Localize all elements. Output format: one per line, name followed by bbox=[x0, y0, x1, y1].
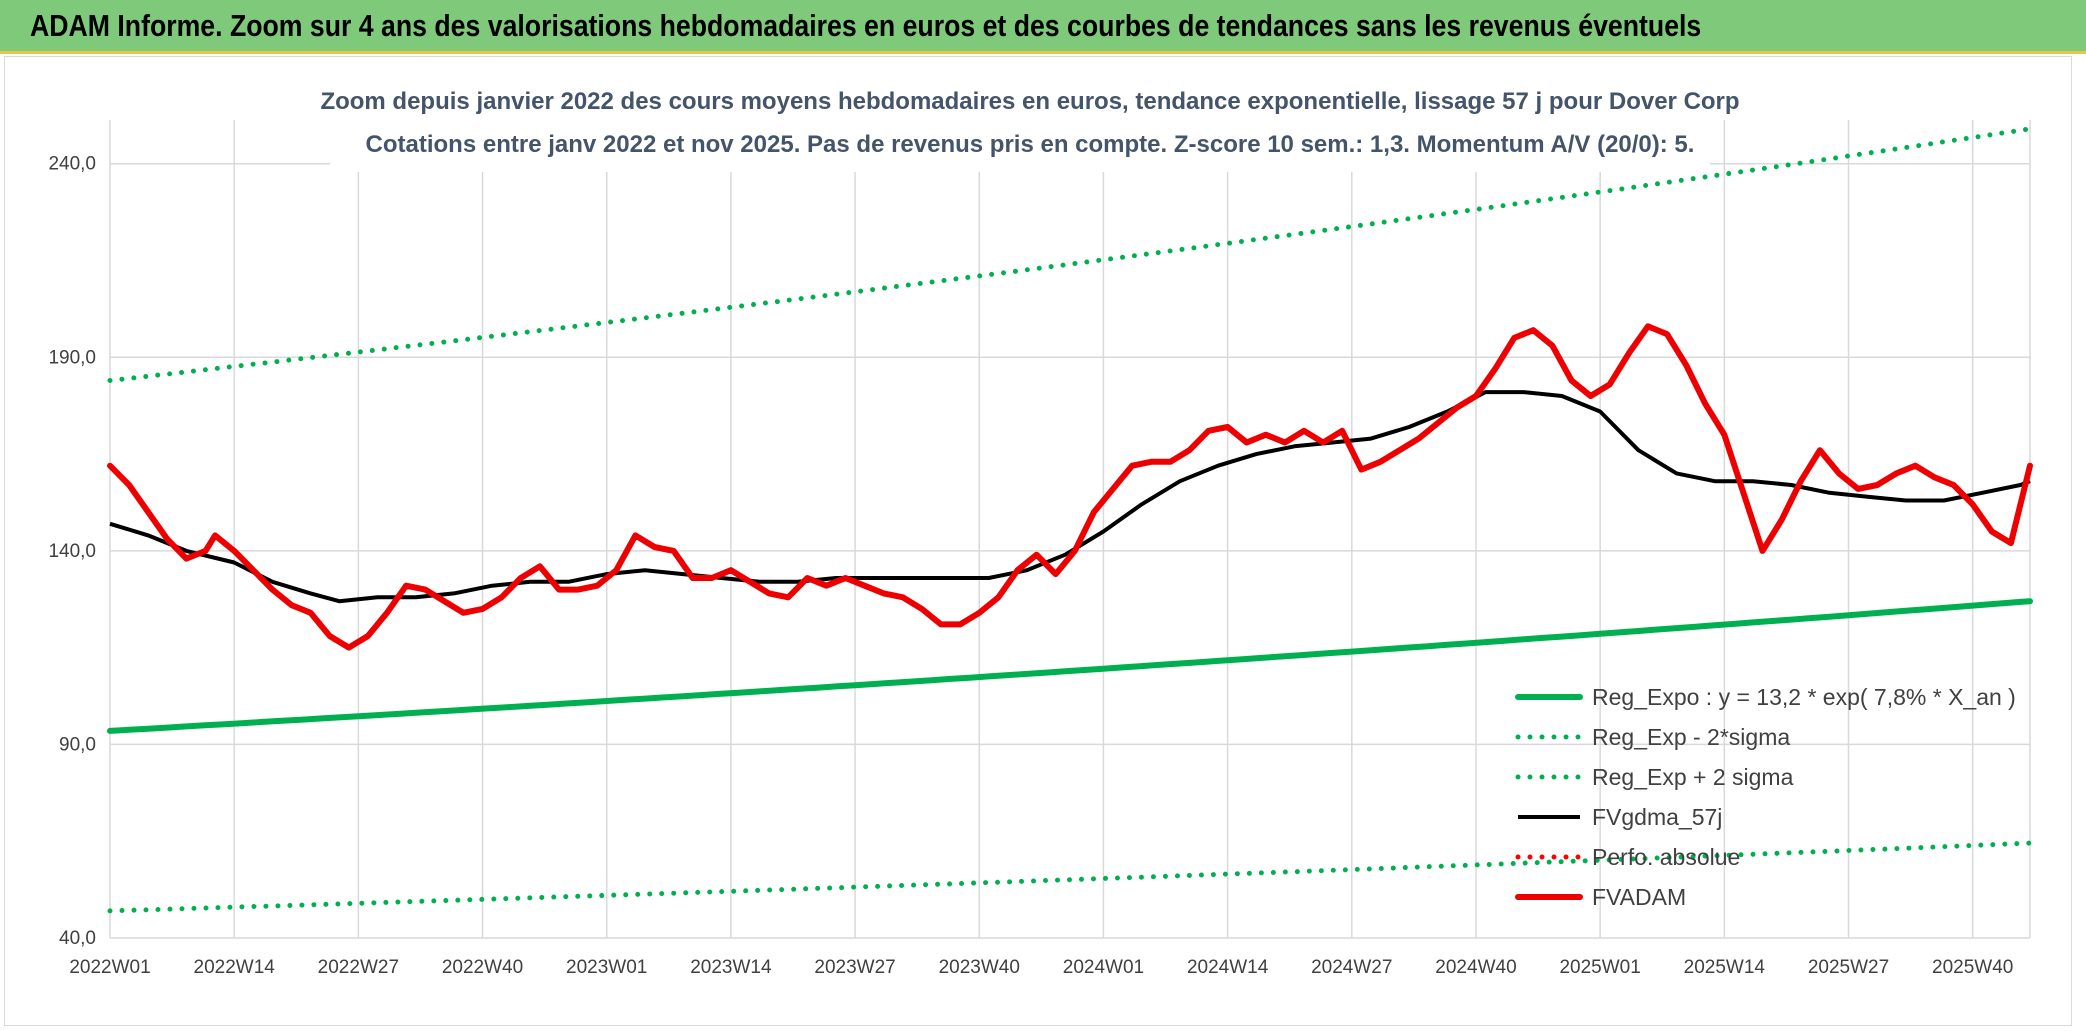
legend: Reg_Expo : y = 13,2 * exp( 7,8% * X_an )… bbox=[1515, 684, 2016, 910]
grid-layer bbox=[109, 120, 2031, 939]
title-background bbox=[330, 76, 1710, 172]
x-tick-label: 2024W40 bbox=[1435, 957, 1516, 978]
report-banner: ADAM Informe. Zoom sur 4 ans des valoris… bbox=[0, 0, 2086, 54]
chart-frame bbox=[4, 56, 2072, 1026]
y-tick-label: 40,0 bbox=[59, 928, 96, 949]
x-tick-label: 2023W01 bbox=[566, 957, 647, 978]
y-tick-label: 190,0 bbox=[48, 347, 96, 368]
chart-subtitle: Cotations entre janv 2022 et nov 2025. P… bbox=[366, 131, 1695, 158]
x-tick-label: 2024W27 bbox=[1311, 957, 1392, 978]
report-title: ADAM Informe. Zoom sur 4 ans des valoris… bbox=[30, 8, 1702, 43]
series-line-5 bbox=[107, 323, 2033, 651]
series-line-0 bbox=[107, 598, 2033, 734]
x-tick-label: 2025W14 bbox=[1684, 957, 1766, 978]
x-tick-label: 2022W27 bbox=[318, 957, 399, 978]
y-tick-label: 90,0 bbox=[59, 734, 96, 755]
chart-title: Zoom depuis janvier 2022 des cours moyen… bbox=[320, 88, 1739, 115]
y-axis-ticks: 40,0 90,0 140,0 190,0 240,0 bbox=[48, 154, 96, 949]
legend-label: Perfo. absolue bbox=[1592, 844, 1740, 870]
x-axis-ticks: 2022W01 2022W14 2022W27 2022W40 2023W01 2023W… bbox=[69, 957, 2013, 978]
x-tick-label: 2023W27 bbox=[814, 957, 895, 978]
x-tick-label: 2025W01 bbox=[1559, 957, 1640, 978]
legend-label: Reg_Exp + 2 sigma bbox=[1592, 764, 1794, 790]
x-tick-label: 2024W14 bbox=[1187, 957, 1269, 978]
x-tick-label: 2025W27 bbox=[1808, 957, 1889, 978]
series-line-1 bbox=[107, 840, 2033, 914]
x-tick-label: 2024W01 bbox=[1063, 957, 1144, 978]
x-tick-label: 2022W01 bbox=[69, 957, 150, 978]
legend-label: FVgdma_57j bbox=[1592, 804, 1722, 830]
legend-label: FVADAM bbox=[1592, 884, 1686, 910]
legend-label: Reg_Exp - 2*sigma bbox=[1592, 724, 1790, 750]
legend-label: Reg_Expo : y = 13,2 * exp( 7,8% * X_an ) bbox=[1592, 684, 2016, 710]
x-tick-label: 2023W14 bbox=[690, 957, 772, 978]
x-tick-label: 2025W40 bbox=[1932, 957, 2013, 978]
x-tick-label: 2022W40 bbox=[442, 957, 523, 978]
y-tick-label: 140,0 bbox=[48, 541, 96, 562]
x-tick-label: 2023W40 bbox=[939, 957, 1020, 978]
series-line-2 bbox=[107, 126, 2033, 383]
series-layer bbox=[107, 126, 2033, 914]
x-tick-label: 2022W14 bbox=[194, 957, 276, 978]
y-tick-label: 240,0 bbox=[48, 154, 96, 175]
